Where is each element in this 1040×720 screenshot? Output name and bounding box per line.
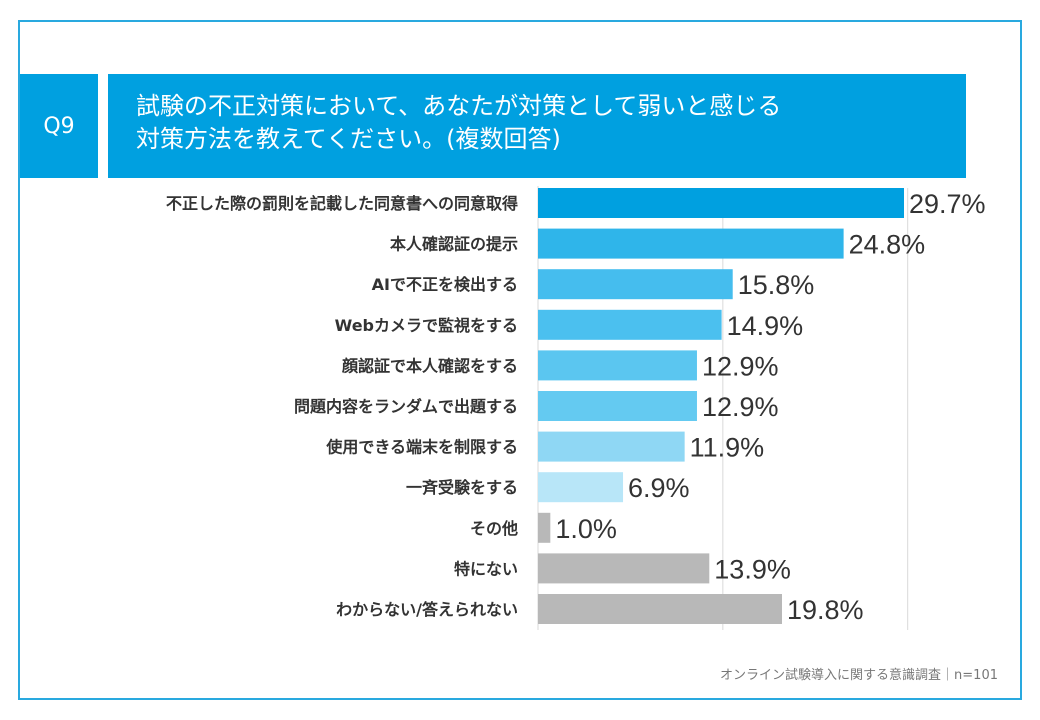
category-label: 一斉受験をする xyxy=(406,478,518,497)
question-title-line1: 試験の不正対策において、あなたが対策として弱いと感じる xyxy=(136,92,782,120)
bar xyxy=(538,309,722,340)
bar xyxy=(538,472,624,503)
question-title-line2: 対策方法を教えてください。(複数回答) xyxy=(136,125,561,153)
survey-footer: オンライン試験導入に関する意識調査｜n=101 xyxy=(720,668,998,683)
chart-frame: Q9 試験の不正対策において、あなたが対策として弱いと感じる 対策方法を教えてく… xyxy=(18,20,1022,700)
category-label: Webカメラで監視をする xyxy=(335,316,518,335)
category-label: 問題内容をランダムで出題する xyxy=(294,397,518,416)
bar xyxy=(538,553,710,584)
bar xyxy=(538,228,844,259)
value-label: 6.9% xyxy=(628,473,690,503)
category-label: その他 xyxy=(470,519,518,538)
value-label: 15.8% xyxy=(738,270,815,300)
value-label: 19.8% xyxy=(787,595,864,625)
bar xyxy=(538,391,697,421)
value-label: 13.9% xyxy=(714,554,791,584)
category-label: AIで不正を検出する xyxy=(372,275,518,294)
category-label: 特にない xyxy=(454,559,518,578)
category-label: 顔認証で本人確認をする xyxy=(341,356,518,375)
value-label: 11.9% xyxy=(690,433,765,463)
question-title: 試験の不正対策において、あなたが対策として弱いと感じる 対策方法を教えてください… xyxy=(108,74,966,178)
value-label: 1.0% xyxy=(555,514,617,544)
category-label: 本人確認証の提示 xyxy=(390,235,518,254)
bar xyxy=(538,594,782,624)
bar xyxy=(538,350,697,381)
bar xyxy=(538,188,904,218)
bar xyxy=(538,512,551,543)
value-label: 29.7% xyxy=(909,189,986,219)
value-label: 24.8% xyxy=(849,230,926,260)
category-label: 使用できる端末を制限する xyxy=(325,438,518,457)
category-label: 不正した際の罰則を記載した同意書への同意取得 xyxy=(166,194,518,213)
value-label: 14.9% xyxy=(727,311,804,341)
bar xyxy=(538,431,685,462)
category-label: わからない/答えられない xyxy=(336,600,518,619)
value-label: 12.9% xyxy=(702,351,779,381)
value-label: 12.9% xyxy=(702,392,779,422)
bar xyxy=(538,269,733,300)
question-number-badge: Q9 xyxy=(20,74,98,178)
